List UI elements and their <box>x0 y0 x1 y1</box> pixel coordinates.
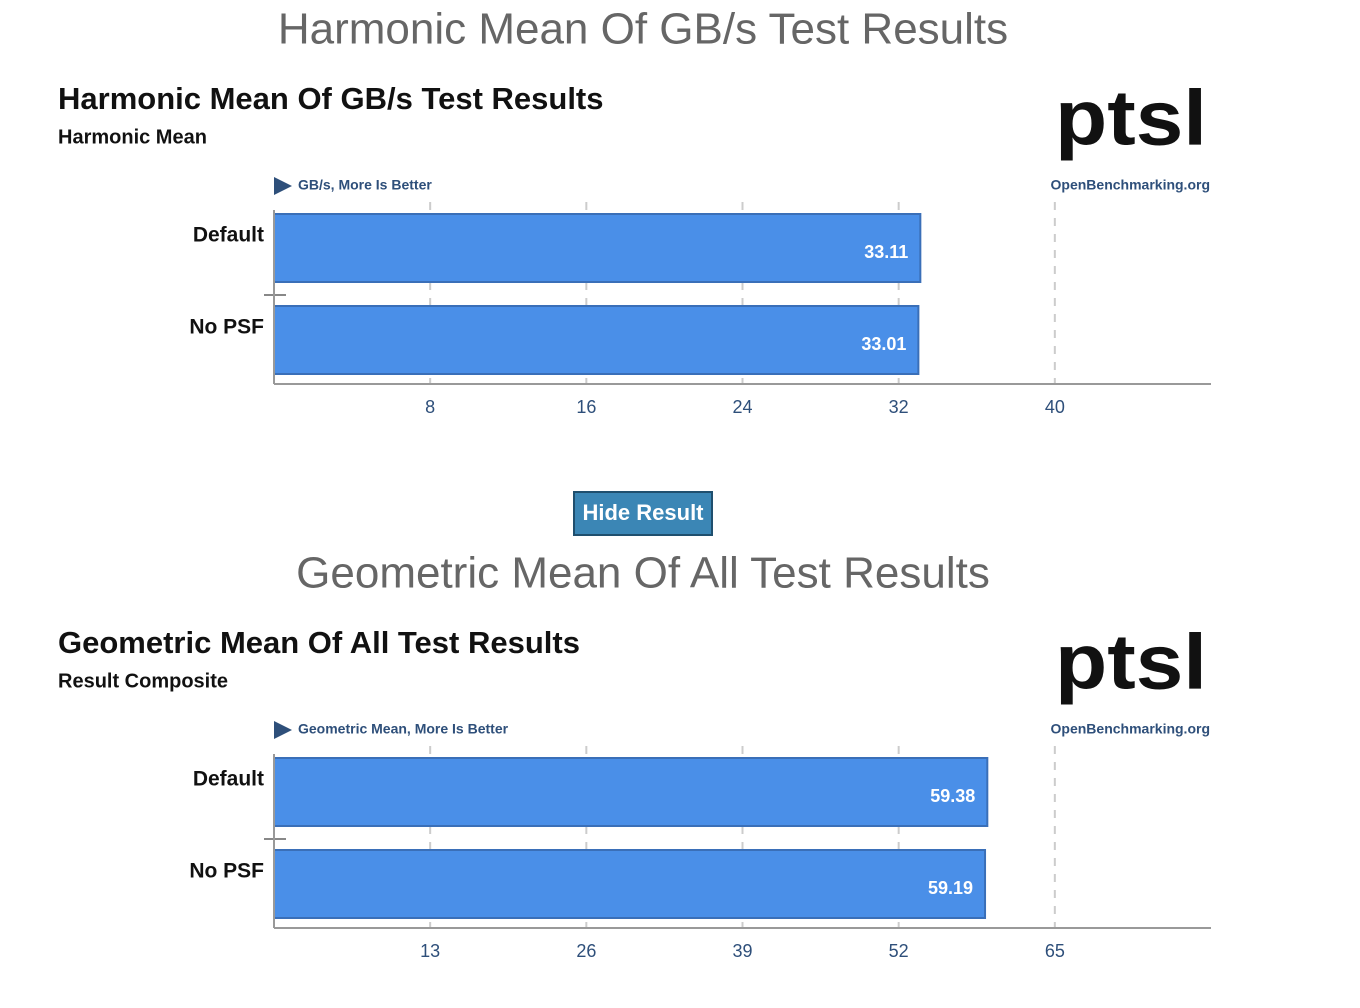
x-tick-label: 32 <box>889 397 909 417</box>
category-label: No PSF <box>189 860 264 883</box>
x-axis-label: Geometric Mean, More Is Better <box>298 721 509 737</box>
source-label: OpenBenchmarking.org <box>1051 721 1210 737</box>
value-label: 33.01 <box>861 334 906 354</box>
bar <box>273 849 987 919</box>
x-tick-label: 52 <box>889 941 909 961</box>
x-tick-label: 40 <box>1045 397 1065 417</box>
unit-marker <box>274 177 292 195</box>
section-heading: Geometric Mean Of All Test Results <box>296 549 990 598</box>
x-tick-label: 8 <box>425 397 435 417</box>
bar <box>273 213 922 283</box>
x-tick-label: 13 <box>420 941 440 961</box>
logo: ptsl <box>1055 618 1207 706</box>
source-label: OpenBenchmarking.org <box>1051 177 1210 193</box>
bar <box>273 305 920 375</box>
chart-subtitle: Result Composite <box>58 670 228 692</box>
section-heading: Harmonic Mean Of GB/s Test Results <box>278 5 1008 54</box>
logo: ptsl <box>1055 74 1207 162</box>
category-label: No PSF <box>189 316 264 339</box>
category-label: Default <box>193 768 264 791</box>
x-tick-label: 24 <box>732 397 752 417</box>
x-axis-label: GB/s, More Is Better <box>298 177 432 193</box>
x-tick-label: 26 <box>576 941 596 961</box>
category-label: Default <box>193 224 264 247</box>
value-label: 59.38 <box>930 786 975 806</box>
chart-title: Geometric Mean Of All Test Results <box>58 625 580 660</box>
value-label: 59.19 <box>928 878 973 898</box>
x-tick-label: 16 <box>576 397 596 417</box>
x-tick-label: 65 <box>1045 941 1065 961</box>
chart-subtitle: Harmonic Mean <box>58 126 207 148</box>
unit-marker <box>274 721 292 739</box>
chart-title: Harmonic Mean Of GB/s Test Results <box>58 81 604 116</box>
hide-button[interactable] <box>573 491 713 536</box>
value-label: 33.11 <box>864 242 908 262</box>
bar <box>273 757 989 827</box>
button-label[interactable]: Hide Result <box>582 500 704 525</box>
x-tick-label: 39 <box>732 941 752 961</box>
